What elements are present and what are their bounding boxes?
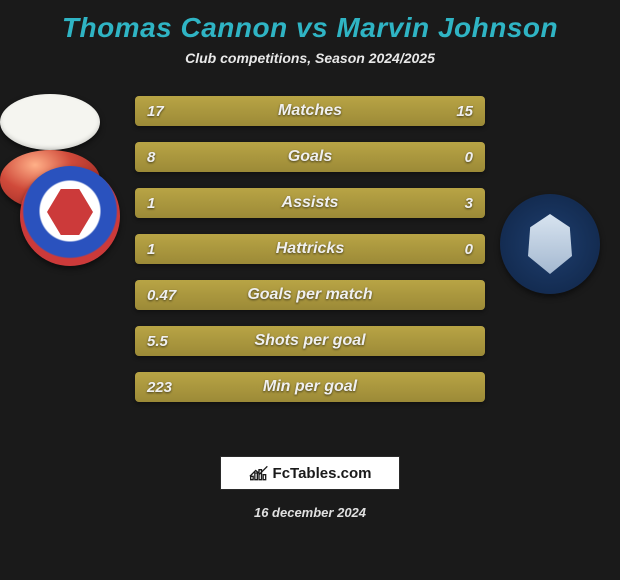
stats-bars: 17Matches15 8Goals0 1Assists3 1Hattricks0 0.… [135, 96, 485, 418]
club-right-logo [500, 194, 600, 294]
stat-value-right: 15 [456, 96, 473, 126]
stat-row: 8Goals0 [135, 142, 485, 172]
chart-area: 17Matches15 8Goals0 1Assists3 1Hattricks0 0.… [0, 94, 620, 424]
stat-label: Hattricks [135, 234, 485, 264]
stat-label: Goals per match [135, 280, 485, 310]
club-left-logo [20, 166, 120, 266]
stat-label: Shots per goal [135, 326, 485, 356]
stat-row: 1Assists3 [135, 188, 485, 218]
watermark-text: FcTables.com [273, 465, 372, 482]
stat-value-right: 0 [465, 142, 473, 172]
stat-label: Goals [135, 142, 485, 172]
date-text: 16 december 2024 [0, 505, 620, 520]
stat-value-right: 0 [465, 234, 473, 264]
stat-label: Min per goal [135, 372, 485, 402]
stat-row: 17Matches15 [135, 96, 485, 126]
player-left-avatar [0, 94, 100, 150]
stat-row: 0.47Goals per match [135, 280, 485, 310]
chart-icon [249, 464, 269, 482]
stat-label: Assists [135, 188, 485, 218]
stat-value-right: 3 [465, 188, 473, 218]
watermark-badge: FcTables.com [220, 456, 400, 490]
comparison-subtitle: Club competitions, Season 2024/2025 [0, 50, 620, 66]
stat-label: Matches [135, 96, 485, 126]
stat-row: 1Hattricks0 [135, 234, 485, 264]
comparison-title: Thomas Cannon vs Marvin Johnson [0, 0, 620, 44]
stat-row: 223Min per goal [135, 372, 485, 402]
stat-row: 5.5Shots per goal [135, 326, 485, 356]
